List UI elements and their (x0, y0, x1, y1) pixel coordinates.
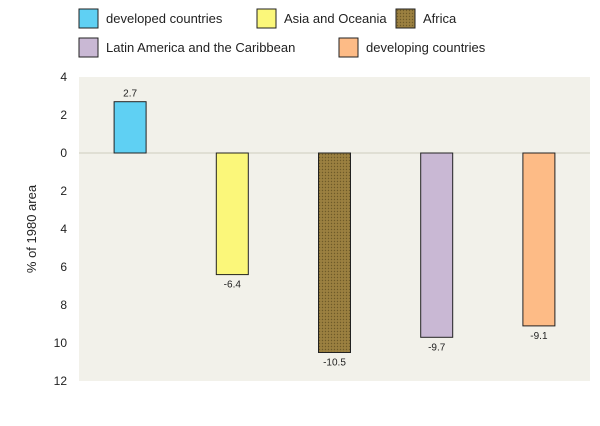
legend-label: developed countries (106, 11, 223, 26)
data-label: -6.4 (224, 280, 242, 291)
bar-asia-and-oceania (215, 152, 249, 276)
bar-africa (318, 152, 351, 353)
legend-swatch (395, 8, 416, 29)
y-tick-label: 10 (54, 336, 68, 350)
legend-swatch (78, 37, 99, 58)
y-tick-label: 4 (60, 70, 67, 84)
bar-developed-countries (113, 101, 147, 154)
legend-swatch (256, 8, 277, 29)
legend-label: Asia and Oceania (284, 11, 387, 26)
legend-swatch (338, 37, 359, 58)
legend-label: Africa (423, 11, 457, 26)
y-tick-label: 2 (60, 184, 67, 198)
data-label: -9.7 (428, 342, 446, 353)
data-label: -10.5 (323, 358, 346, 369)
data-label: -9.1 (530, 331, 548, 342)
legend-swatch (78, 8, 99, 29)
y-tick-label: 12 (54, 374, 68, 388)
y-tick-label: 0 (60, 146, 67, 160)
y-tick-label: 4 (60, 222, 67, 236)
y-axis-title: % of 1980 area (24, 184, 39, 273)
y-tick-label: 2 (60, 108, 67, 122)
bar-latin-america-and-the-caribbean (420, 152, 454, 338)
data-label: 2.7 (123, 89, 137, 100)
bar-developing-countries (522, 152, 556, 327)
y-tick-label: 6 (60, 260, 67, 274)
legend-label: developing countries (366, 40, 486, 55)
legend-label: Latin America and the Caribbean (106, 40, 295, 55)
y-tick-label: 8 (60, 298, 67, 312)
